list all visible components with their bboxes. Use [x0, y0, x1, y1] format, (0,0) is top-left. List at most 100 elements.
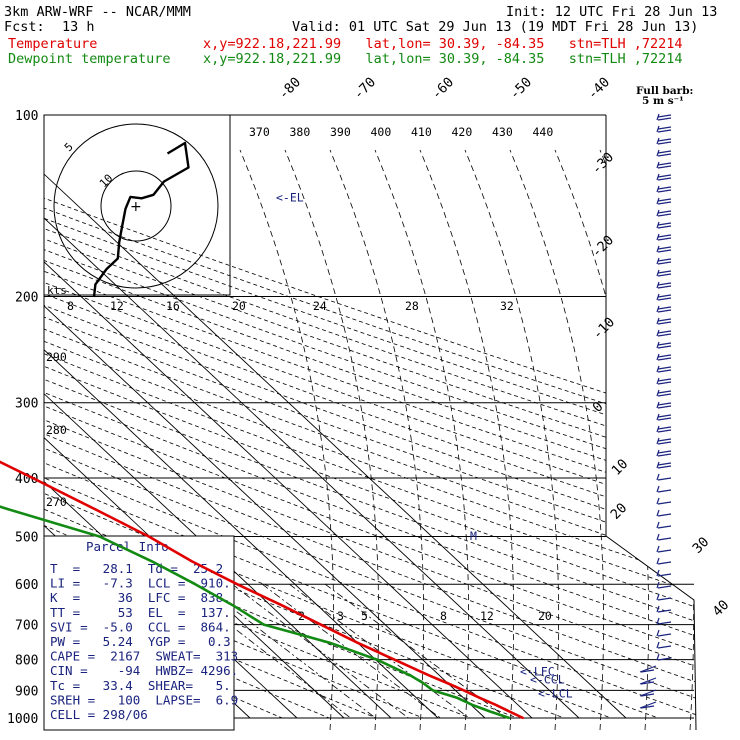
parcel-info-row: T = 28.1 Td = 25.2: [50, 561, 223, 576]
wind-barb-staff: [656, 473, 660, 481]
wind-barb-flag: [657, 330, 672, 334]
full-barb-units: 5 m s⁻¹: [642, 95, 684, 107]
wind-barb-flag: [657, 210, 672, 214]
wind-barb-staff: [656, 497, 660, 505]
dewpoint-point: [6, 507, 8, 510]
isotherm-label: 20: [608, 500, 631, 523]
pressure-tick-label: 900: [15, 684, 38, 699]
wind-barb-flag: [657, 366, 672, 370]
dewpoint-legend-label: Dewpoint temperature: [8, 51, 171, 67]
temperature-point: [147, 535, 150, 538]
wind-barb-flag: [657, 477, 672, 481]
wind-barb-flag: [657, 174, 672, 178]
wind-barb-flag: [657, 378, 672, 382]
parcel-info-row: SVI = -5.0 CCL = 864.: [50, 619, 231, 634]
parcel-info-row: CAPE = 2167 SWEAT= 313: [50, 649, 238, 664]
isotherm-label: -30: [589, 149, 618, 178]
isotherm: [44, 115, 439, 719]
theta-e-label: 28: [405, 299, 419, 313]
theta-side-label: 290: [46, 350, 67, 364]
moist-adiabat: [599, 149, 694, 730]
isotherm: [44, 115, 580, 719]
pressure-tick-label: 400: [15, 472, 38, 487]
mixing-ratio-label: 3: [337, 609, 344, 623]
isotherm-label: -60: [429, 74, 458, 103]
parcel-info-row: CELL = 298/06: [50, 707, 148, 722]
dry-adiabat: [44, 115, 377, 719]
dewpoint-point: [231, 604, 234, 607]
wind-barb-flag: [657, 129, 672, 133]
theta-label: 430: [492, 125, 513, 139]
dewpoint-station-info: x,y=922.18,221.99 lat,lon= 30.39, -84.35…: [203, 51, 683, 67]
wind-barb-flag: [657, 357, 672, 361]
dry-adiabat: [44, 115, 696, 719]
init-time: Init: 12 UTC Fri 28 Jun 13: [506, 4, 718, 20]
wind-barb-flag: [657, 402, 672, 406]
moist-adiabat: [284, 149, 379, 730]
dry-adiabat: [44, 115, 696, 719]
wind-barb-staff: [656, 629, 660, 637]
dewpoint-point: [431, 689, 434, 692]
dewpoint-point: [409, 674, 412, 677]
wind-barb-flag: [640, 693, 655, 697]
wind-barb-flag: [657, 393, 672, 397]
parcel-info-box: [43, 535, 235, 731]
temperature-point: [280, 604, 283, 607]
wind-barb-flag: [657, 390, 672, 394]
pressure-tick-label: 100: [15, 109, 38, 124]
pressure-tick-label: 500: [15, 531, 38, 546]
temperature-legend-label: Temperature: [8, 36, 98, 52]
theta-label: 420: [452, 125, 473, 139]
dewpoint-point: [151, 560, 153, 563]
dewpoint-point: [455, 696, 458, 699]
wind-barb-staff: [656, 485, 660, 493]
hodograph-trace: [92, 141, 190, 298]
theta-e-label: 8: [67, 299, 74, 313]
wind-barb-staff: [656, 617, 660, 625]
wind-barb-flag: [657, 201, 672, 205]
hodograph-outer-ring: [53, 123, 219, 289]
wind-barb-staff: [656, 533, 660, 541]
wind-barb-flag: [657, 405, 672, 409]
wind-barb-staff: [656, 557, 660, 565]
dewpoint-point: [375, 658, 378, 661]
wind-barb-flag: [657, 150, 672, 154]
dry-adiabat: [44, 115, 696, 719]
isotherm: [44, 115, 392, 719]
dewpoint-point: [262, 623, 265, 626]
moist-adiabat: [464, 149, 559, 730]
wind-barb-staff: [639, 701, 657, 709]
moist-adiabat: [419, 149, 514, 730]
wind-barb-flag: [657, 321, 672, 325]
parcel-info-title: Parcel Info: [86, 539, 169, 554]
dry-adiabat: [44, 115, 696, 719]
wind-barb-flag: [657, 297, 672, 301]
wind-barb-flag: [657, 453, 672, 457]
wind-barb-flag: [657, 237, 672, 241]
el-marker: <-EL: [276, 190, 304, 204]
parcel-info-row: Tc = 33.4 SHEAR= 5.: [50, 678, 231, 693]
dry-adiabat: [44, 115, 696, 719]
dewpoint-point: [194, 583, 197, 586]
parcel-info-row: TT = 53 EL = 137.: [50, 605, 231, 620]
theta-side-label: 270: [46, 495, 67, 509]
pressure-tick-label: 1000: [7, 712, 38, 727]
wind-barb-flag: [657, 645, 672, 649]
temperature-point: [356, 641, 359, 644]
theta-label: 410: [411, 125, 432, 139]
theta-label: 390: [330, 125, 351, 139]
mixing-ratio-label: 5: [361, 609, 368, 623]
pressure-tick-label: 600: [15, 578, 38, 593]
temperature-station-info: x,y=922.18,221.99 lat,lon= 30.39, -84.35…: [203, 36, 683, 52]
theta-e-label: 12: [110, 299, 124, 313]
wind-barb-flag: [657, 249, 672, 253]
wind-barb-flag: [657, 186, 672, 190]
wind-barb-staff: [656, 581, 660, 589]
wind-barb-flag: [657, 162, 672, 166]
theta-label: 370: [249, 125, 270, 139]
full-barb-label: Full barb:: [636, 85, 693, 97]
m-marker: M: [470, 529, 477, 543]
dry-adiabat: [44, 115, 659, 719]
plot-right-border: [605, 115, 697, 731]
